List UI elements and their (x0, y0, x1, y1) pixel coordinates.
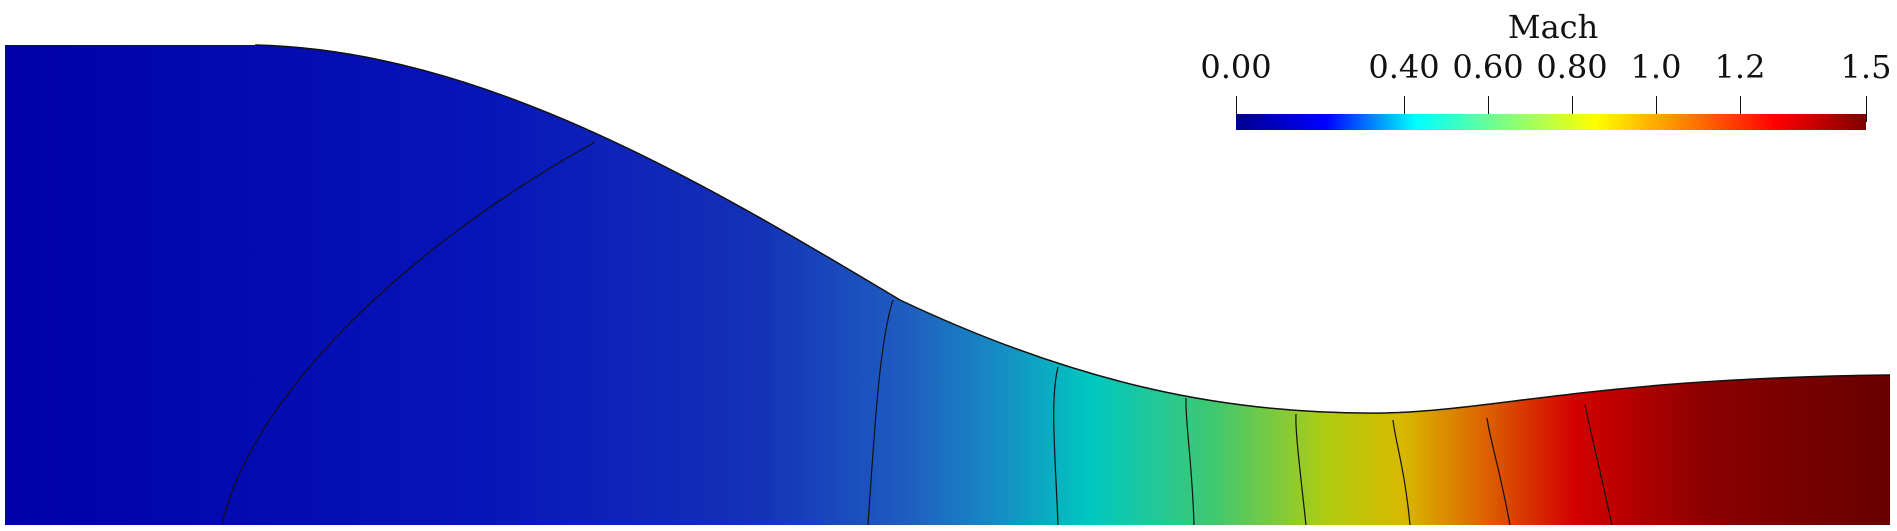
tick-label: 0.00 (1200, 48, 1272, 86)
tick-label: 1.0 (1630, 48, 1682, 86)
tick-mark (1655, 96, 1657, 122)
contour-line (221, 141, 596, 526)
tick-mark (1487, 96, 1489, 122)
contour-line (1486, 417, 1511, 526)
tick-label: 1.2 (1714, 48, 1766, 86)
nozzle-domain (5, 45, 1890, 525)
tick-mark (1571, 96, 1573, 122)
tick-mark (1403, 96, 1405, 122)
legend-title: Mach (1507, 8, 1599, 46)
contour-line (1185, 397, 1195, 526)
tick-label: 1.5 (1840, 48, 1892, 86)
colorbar-gradient (1236, 114, 1866, 130)
contour-line (1392, 419, 1411, 526)
tick-mark (1235, 96, 1237, 122)
contour-line (1053, 366, 1059, 526)
tick-label: 0.80 (1536, 48, 1608, 86)
nozzle-wall (254, 44, 1891, 414)
tick-mark (1739, 96, 1741, 122)
color-legend: Mach 0.00 0.40 0.60 0.80 1.0 1.2 1.5 (1200, 0, 1891, 140)
tick-label: 0.60 (1452, 48, 1524, 86)
contour-line (1584, 403, 1613, 526)
contour-line (867, 299, 894, 526)
colorbar (1236, 114, 1866, 130)
tick-mark (1865, 96, 1867, 122)
contour-line (1295, 413, 1307, 526)
mach-contour-lines (221, 141, 1613, 526)
tick-label: 0.40 (1368, 48, 1440, 86)
